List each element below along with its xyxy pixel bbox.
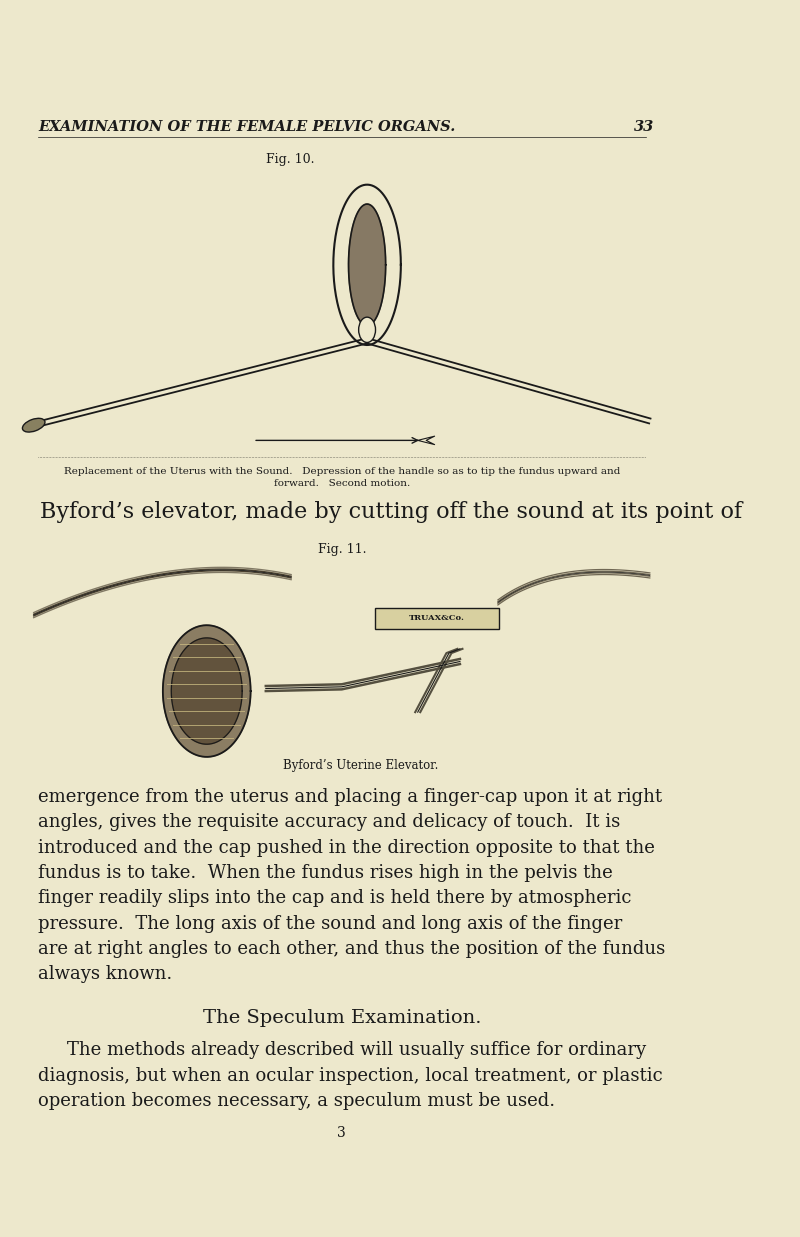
Text: are at right angles to each other, and thus the position of the fundus: are at right angles to each other, and t… — [38, 940, 665, 957]
Text: emergence from the uterus and placing a finger-cap upon it at right: emergence from the uterus and placing a … — [38, 788, 662, 807]
Text: Replacement of the Uterus with the Sound.   Depression of the handle so as to ti: Replacement of the Uterus with the Sound… — [63, 468, 620, 476]
Polygon shape — [163, 625, 250, 757]
Text: TRUAX&Co.: TRUAX&Co. — [409, 615, 465, 622]
Text: fundus is to take.  When the fundus rises high in the pelvis the: fundus is to take. When the fundus rises… — [38, 865, 613, 882]
Text: pressure.  The long axis of the sound and long axis of the finger: pressure. The long axis of the sound and… — [38, 914, 622, 933]
Ellipse shape — [358, 317, 375, 343]
Ellipse shape — [22, 418, 45, 432]
Text: diagnosis, but when an ocular inspection, local treatment, or plastic: diagnosis, but when an ocular inspection… — [38, 1066, 662, 1085]
Text: introduced and the cap pushed in the direction opposite to that the: introduced and the cap pushed in the dir… — [38, 839, 655, 857]
Text: The methods already described will usually suffice for ordinary: The methods already described will usual… — [67, 1042, 646, 1059]
Text: operation becomes necessary, a speculum must be used.: operation becomes necessary, a speculum … — [38, 1092, 555, 1110]
Text: Fig. 10.: Fig. 10. — [266, 153, 314, 167]
Text: 3: 3 — [338, 1126, 346, 1139]
Text: EXAMINATION OF THE FEMALE PELVIC ORGANS.: EXAMINATION OF THE FEMALE PELVIC ORGANS. — [38, 120, 455, 134]
FancyBboxPatch shape — [374, 609, 498, 628]
Text: Byford’s elevator, made by cutting off the sound at its point of: Byford’s elevator, made by cutting off t… — [40, 501, 742, 523]
Polygon shape — [171, 638, 242, 745]
Text: forward.   Second motion.: forward. Second motion. — [274, 479, 410, 489]
Text: The Speculum Examination.: The Speculum Examination. — [202, 1009, 481, 1027]
Text: Fig. 11.: Fig. 11. — [318, 543, 366, 557]
Text: finger readily slips into the cap and is held there by atmospheric: finger readily slips into the cap and is… — [38, 889, 631, 908]
Text: Byford’s Uterine Elevator.: Byford’s Uterine Elevator. — [282, 758, 438, 772]
Text: always known.: always known. — [38, 965, 172, 983]
Text: angles, gives the requisite accuracy and delicacy of touch.  It is: angles, gives the requisite accuracy and… — [38, 814, 620, 831]
Text: 33: 33 — [634, 120, 654, 134]
Polygon shape — [349, 204, 386, 325]
